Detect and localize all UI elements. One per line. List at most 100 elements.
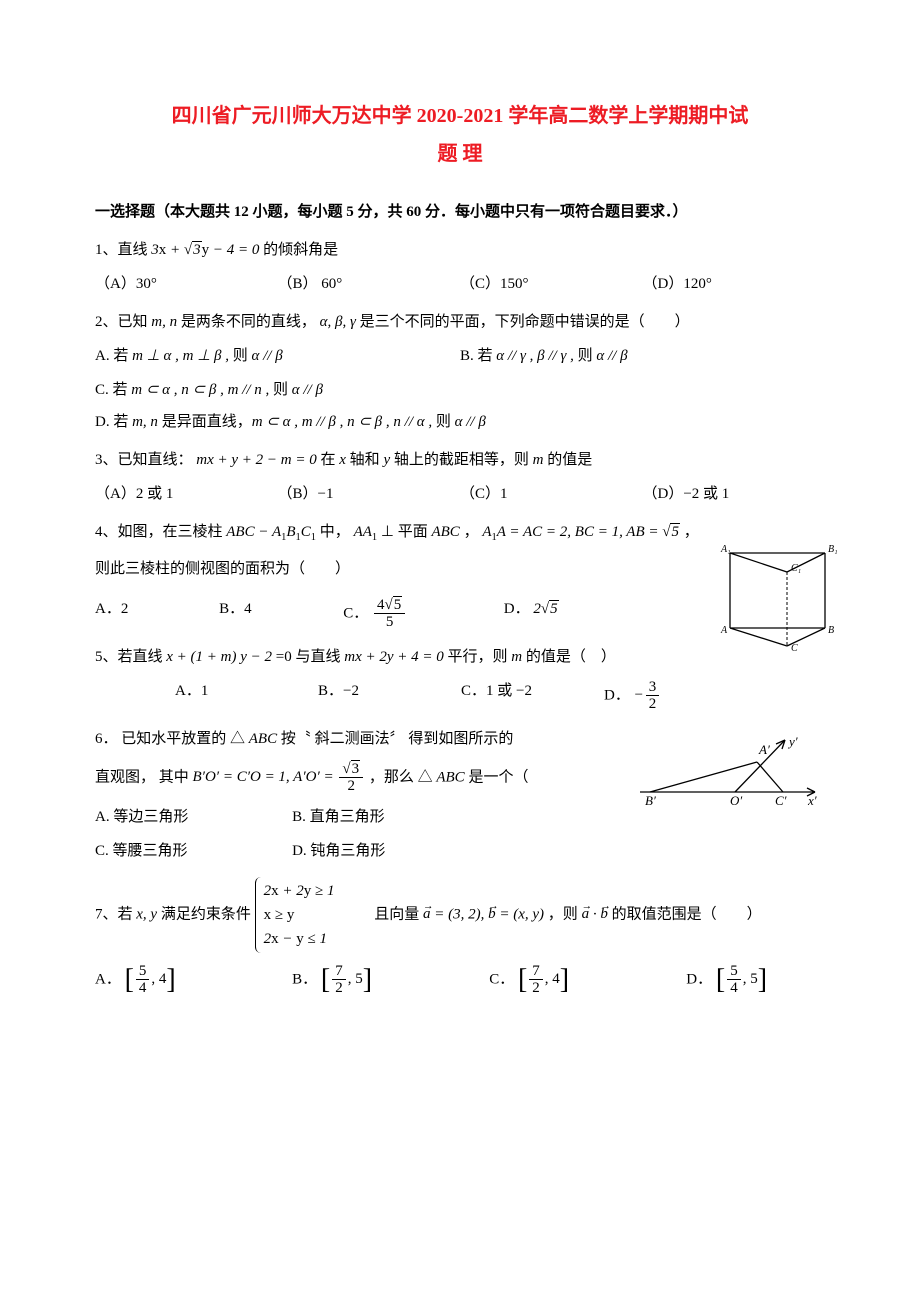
q3-y: y: [383, 452, 390, 468]
svg-text:A: A: [720, 625, 728, 636]
q3-mid3: 轴上的截距相等，则: [394, 452, 533, 468]
q1-options: （A）30° （B） 60° （C）150° （D）120°: [95, 272, 825, 296]
q7a-label: A．: [95, 971, 121, 987]
q5-options: A．1 B．−2 C．1 或 −2 D． −32: [95, 679, 825, 713]
q1-opt-d: （D）120°: [643, 272, 826, 296]
q5-prefix: 5、若直线: [95, 649, 166, 665]
q4-mid2: ⊥ 平面: [381, 524, 432, 540]
q2-row-ab: A. 若 m ⊥ α , m ⊥ β , 则 α // β B. 若 α // …: [95, 344, 825, 368]
q7-xy: x, y: [136, 906, 157, 922]
svg-text:x′: x′: [807, 793, 817, 807]
q3-opt-b: （B）−1: [278, 482, 461, 506]
q2d-prefix: D. 若: [95, 414, 132, 430]
question-4: 4、如图，在三棱柱 ABC − A1B1C1 中， AA1 ⊥ 平面 ABC ，…: [95, 520, 825, 631]
q6-opt-b: B. 直角三角形: [292, 805, 489, 829]
q2-mid: 是两条不同的直线，: [181, 314, 316, 330]
svg-text:O′: O′: [730, 793, 742, 807]
q7-options: A． [54, 4] B． [72, 5] C． [72, 4] D． [54,…: [95, 963, 825, 997]
q2-text: 2、已知 m, n 是两条不同的直线， α, β, γ 是三个不同的平面，下列命…: [95, 310, 825, 334]
q2-greek: α, β, γ: [320, 314, 356, 330]
q3-eq: mx + y + 2 − m = 0: [196, 452, 316, 468]
svg-text:B: B: [828, 625, 834, 636]
q5-eq2: mx + 2y + 4 = 0: [344, 649, 444, 665]
q4-opt-b: B．4: [219, 597, 343, 631]
page-subtitle: 题 理: [95, 138, 825, 170]
q7-c3: 2x − y ≤ 1: [264, 927, 335, 951]
q5-mid: =0 与直线: [276, 649, 344, 665]
q3-opt-a: （A）2 或 1: [95, 482, 278, 506]
q6-row1: A. 等边三角形 B. 直角三角形: [95, 805, 825, 829]
q7b-label: B．: [292, 971, 317, 987]
svg-text:y′: y′: [787, 734, 798, 749]
oblique-figure: A′ y′ B′ O′ C′ x′: [635, 732, 825, 807]
q7-dot: a · b: [582, 906, 608, 922]
question-1: 1、直线 3x + √3y − 4 = 0 的倾斜角是 （A）30° （B） 6…: [95, 238, 825, 296]
q5-opt-b: B．−2: [318, 679, 461, 713]
q3-options: （A）2 或 1 （B）−1 （C）1 （D）−2 或 1: [95, 482, 825, 506]
q1-opt-c: （C）150°: [460, 272, 643, 296]
q5-end: 的值是（ ）: [526, 649, 616, 665]
svg-text:C₁: C₁: [791, 563, 801, 574]
q7-opt-a: A． [54, 4]: [95, 963, 292, 997]
question-7: 7、若 x, y 满足约束条件 2x + 2y ≥ 1 x ≥ y 2x − y…: [95, 877, 825, 997]
q6-l1-suffix: 按〝 斜二测画法〞 得到如图所示的: [281, 731, 514, 747]
q6-opt-d: D. 钝角三角形: [292, 839, 489, 863]
q1-suffix: 的倾斜角是: [263, 242, 338, 258]
page-title: 四川省广元川师大万达中学 2020-2021 学年高二数学上学期期中试: [95, 100, 825, 132]
q7-opt-d: D． [54, 5]: [686, 963, 825, 997]
question-5: 5、若直线 x + (1 + m) y − 2 =0 与直线 mx + 2y +…: [95, 645, 825, 713]
q5-m: m: [511, 649, 522, 665]
q5d-label: D．: [604, 687, 630, 703]
q5-opt-c: C．1 或 −2: [461, 679, 604, 713]
q7-mid1: 满足约束条件: [161, 906, 255, 922]
q4c-label: C．: [343, 605, 368, 621]
q5-eq1: x + (1 + m) y − 2: [166, 649, 272, 665]
svg-text:C′: C′: [775, 793, 787, 807]
q3-opt-c: （C）1: [460, 482, 643, 506]
q2-mn: m, n: [151, 314, 177, 330]
q7-prefix: 7、若: [95, 906, 136, 922]
q1-equation: 3x + √3y − 4 = 0: [151, 242, 259, 258]
q7-c2: x ≥ y: [264, 903, 335, 927]
q7-text: 7、若 x, y 满足约束条件 2x + 2y ≥ 1 x ≥ y 2x − y…: [95, 877, 825, 953]
svg-text:B₁: B₁: [828, 544, 838, 555]
q2-opt-d: D. 若 m, n 是异面直线，m ⊂ α , m // β , n ⊂ β ,…: [95, 410, 825, 434]
q7-opt-c: C． [72, 4]: [489, 963, 686, 997]
q7c-label: C．: [489, 971, 514, 987]
q2-suffix: 是三个不同的平面，下列命题中错误的是（ ）: [360, 314, 690, 330]
q4d-label: D．: [504, 601, 530, 617]
q7-constraints: 2x + 2y ≥ 1 x ≥ y 2x − y ≤ 1: [255, 877, 341, 953]
svg-text:C: C: [791, 643, 798, 653]
q7-suffix: 的取值范围是（ ）: [612, 906, 762, 922]
q3-prefix: 3、已知直线：: [95, 452, 193, 468]
q7-opt-b: B． [72, 5]: [292, 963, 489, 997]
q6-bo: B′O′ = C′O = 1, A′O′ = √32: [193, 769, 366, 785]
q6-l2-mid: ，那么 △: [369, 769, 433, 785]
q4-opt-d: D． 2√5: [504, 597, 665, 631]
q2d-mid: 是异面直线，: [158, 414, 252, 430]
svg-text:A₁: A₁: [720, 544, 731, 555]
q6-l2-suffix: 是一个（: [468, 769, 528, 785]
q4-mid3: ，: [464, 524, 479, 540]
q1-text: 1、直线 3x + √3y − 4 = 0 的倾斜角是: [95, 238, 825, 262]
svg-text:B′: B′: [645, 793, 656, 807]
q7d-label: D．: [686, 971, 712, 987]
q4-mid1: 中，: [320, 524, 350, 540]
q7-mid2: 且向量: [344, 906, 423, 922]
q3-text: 3、已知直线： mx + y + 2 − m = 0 在 x 轴和 y 轴上的截…: [95, 448, 825, 472]
q5-opt-a: A．1: [175, 679, 318, 713]
q7-c1: 2x + 2y ≥ 1: [264, 879, 335, 903]
q7-vecs: a = (3, 2), b = (x, y): [423, 906, 544, 922]
q4-suffix: ，: [684, 524, 699, 540]
q3-opt-d: （D）−2 或 1: [643, 482, 826, 506]
q2-opt-c: C. 若 m ⊂ α , n ⊂ β , m // n , 则 α // β: [95, 378, 825, 402]
q6-abc2: ABC: [436, 769, 464, 785]
question-6: 6． 已知水平放置的 △ ABC 按〝 斜二测画法〞 得到如图所示的 直观图， …: [95, 727, 825, 863]
q3-mid1: 在: [320, 452, 339, 468]
q3-mid2: 轴和: [350, 452, 384, 468]
q1-opt-b: （B） 60°: [278, 272, 461, 296]
q2b-prefix: B. 若: [460, 348, 496, 364]
q4-aa1: AA1: [354, 524, 378, 540]
q4-opt-c: C． 4√55: [343, 597, 504, 631]
q5-opt-d: D． −32: [604, 679, 747, 713]
